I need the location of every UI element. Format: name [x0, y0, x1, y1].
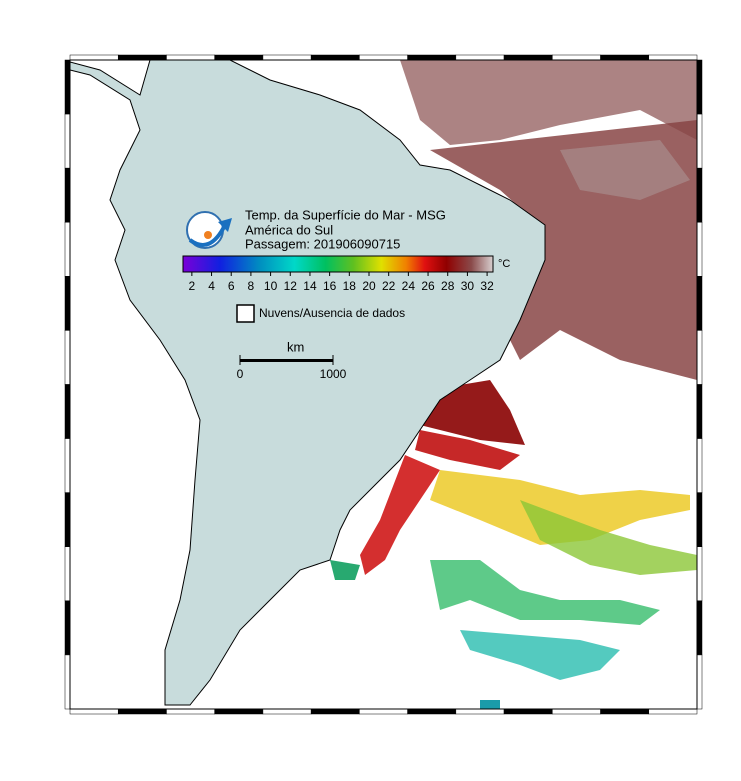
frame-segment	[166, 54, 215, 61]
colorbar	[182, 255, 494, 273]
colorbar-tick-label: 10	[264, 279, 278, 293]
frame-segment	[696, 600, 703, 656]
colorbar-tick-label: 32	[480, 279, 494, 293]
frame-segment	[552, 708, 601, 715]
frame-segment	[310, 54, 360, 61]
scale-tick-label: 0	[237, 367, 244, 381]
frame-segment	[69, 708, 119, 715]
colorbar-tick-label: 22	[382, 279, 396, 293]
frame-segment	[262, 54, 312, 61]
frame-segment	[64, 492, 71, 547]
frame-segment	[262, 708, 312, 715]
colorbar-tick-label: 16	[323, 279, 337, 293]
frame-segment	[696, 167, 703, 223]
frame-segment	[117, 708, 167, 715]
title-line: Temp. da Superfície do Mar - MSG	[245, 207, 446, 222]
frame-segment	[600, 708, 650, 715]
scale-bar-body	[240, 359, 333, 362]
frame-segment	[166, 708, 215, 715]
frame-segment	[696, 330, 703, 385]
colorbar-tick-label: 24	[402, 279, 416, 293]
legend-label: Nuvens/Ausencia de dados	[259, 306, 405, 320]
frame-border	[69, 59, 698, 710]
frame-segment	[455, 54, 505, 61]
frame-segment	[648, 54, 698, 61]
frame-segment	[64, 113, 71, 169]
colorbar-tick-label: 28	[441, 279, 455, 293]
frame-segment	[64, 222, 71, 277]
scale-unit: km	[287, 339, 304, 354]
frame-segment	[696, 654, 703, 710]
colorbar-tick-label: 8	[248, 279, 255, 293]
title-line: Passagem: 201906090715	[245, 236, 400, 251]
colorbar-tick-label: 12	[284, 279, 298, 293]
logo	[186, 211, 232, 249]
colorbar-tick-label: 18	[343, 279, 357, 293]
frame-segment	[696, 492, 703, 547]
frame-segment	[214, 54, 264, 61]
sst-field	[330, 60, 697, 709]
frame-segment	[696, 438, 703, 493]
frame-segment	[64, 59, 71, 115]
colorbar-unit: °C	[498, 258, 510, 270]
frame-segment	[503, 54, 553, 61]
frame-segment	[64, 276, 71, 331]
frame-segment	[64, 438, 71, 493]
colorbar-tick-label: 4	[208, 279, 215, 293]
frame-segment	[117, 54, 167, 61]
frame-segment	[552, 54, 601, 61]
frame-segment	[310, 708, 360, 715]
frame-segment	[64, 654, 71, 710]
frame-segment	[696, 384, 703, 439]
scale-tick-label: 1000	[320, 367, 347, 381]
frame-segment	[69, 54, 119, 61]
frame-segment	[455, 708, 505, 715]
frame-segment	[600, 54, 650, 61]
frame-segment	[696, 59, 703, 115]
colorbar-tick-label: 26	[421, 279, 435, 293]
frame-segment	[696, 113, 703, 169]
frame	[64, 54, 703, 715]
frame-segment	[407, 708, 457, 715]
frame-segment	[503, 708, 553, 715]
title-line: América do Sul	[245, 222, 333, 237]
colorbar-tick-label: 30	[461, 279, 475, 293]
frame-segment	[359, 54, 408, 61]
colorbar-tick-label: 20	[362, 279, 376, 293]
colorbar-tick-label: 6	[228, 279, 235, 293]
frame-segment	[64, 330, 71, 385]
legend-swatch	[236, 304, 255, 323]
colorbar-tick-label: 2	[189, 279, 196, 293]
colorbar-tick-label: 14	[303, 279, 317, 293]
frame-segment	[696, 222, 703, 277]
frame-segment	[407, 54, 457, 61]
frame-segment	[696, 276, 703, 331]
frame-segment	[359, 708, 408, 715]
colorbar-ticks: 2 4 6 8 10 12 14 16 18 20 22 24 26 28 30 32	[189, 272, 494, 293]
frame-segment	[696, 546, 703, 602]
frame-segment	[64, 546, 71, 602]
map-content	[70, 60, 697, 709]
frame-segment	[64, 384, 71, 439]
scale-bar: 0 1000	[237, 355, 347, 381]
frame-segment	[64, 167, 71, 223]
frame-segment	[214, 708, 264, 715]
frame-segment	[64, 600, 71, 656]
frame-segment	[648, 708, 698, 715]
